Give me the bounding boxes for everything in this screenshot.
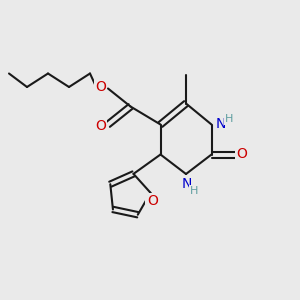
Text: H: H <box>190 186 199 197</box>
Text: O: O <box>95 80 106 94</box>
Text: N: N <box>182 177 192 190</box>
Text: O: O <box>147 194 158 208</box>
Text: H: H <box>225 114 233 124</box>
Text: O: O <box>95 119 106 133</box>
Text: O: O <box>237 148 248 161</box>
Text: N: N <box>216 118 226 131</box>
